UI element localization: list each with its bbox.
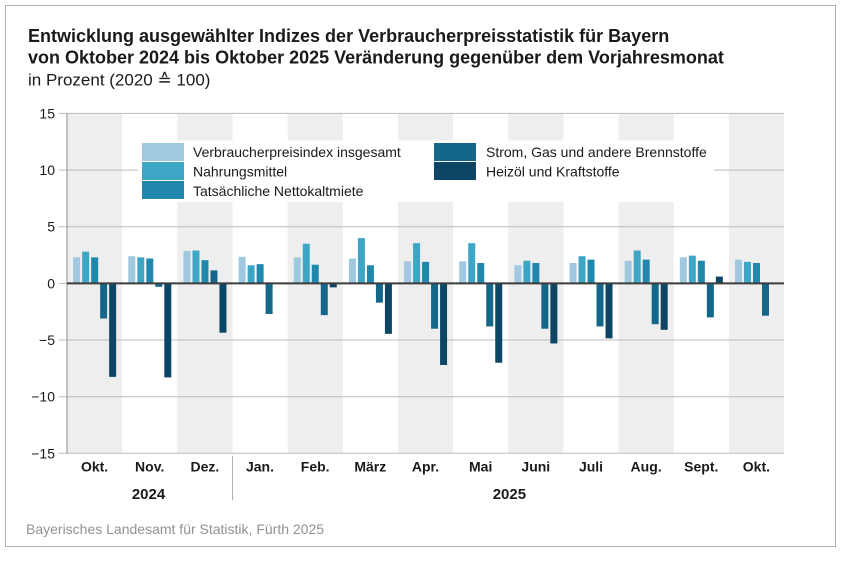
svg-text:März: März xyxy=(354,458,386,474)
svg-text:Apr.: Apr. xyxy=(412,458,439,474)
svg-text:Feb.: Feb. xyxy=(301,458,330,474)
svg-text:2025: 2025 xyxy=(493,486,526,503)
svg-text:Nahrungsmittel: Nahrungsmittel xyxy=(193,164,287,180)
svg-text:−15: −15 xyxy=(31,445,55,461)
svg-text:Juli: Juli xyxy=(579,458,603,474)
svg-text:−5: −5 xyxy=(39,332,55,348)
svg-text:Heizöl und Kraftstoffe: Heizöl und Kraftstoffe xyxy=(486,164,620,180)
svg-text:Okt.: Okt. xyxy=(81,458,108,474)
svg-text:Juni: Juni xyxy=(521,458,550,474)
svg-text:Sept.: Sept. xyxy=(684,458,718,474)
svg-text:15: 15 xyxy=(39,105,55,121)
svg-text:Nov.: Nov. xyxy=(135,458,164,474)
svg-text:in Prozent (2020 ≙ 100): in Prozent (2020 ≙ 100) xyxy=(28,71,210,90)
svg-text:Verbraucherpreisindex insgesam: Verbraucherpreisindex insgesamt xyxy=(193,144,401,160)
svg-text:0: 0 xyxy=(47,275,55,291)
svg-text:Entwicklung ausgewählter Indiz: Entwicklung ausgewählter Indizes der Ver… xyxy=(28,26,669,46)
svg-text:Mai: Mai xyxy=(469,458,492,474)
svg-text:2024: 2024 xyxy=(132,486,166,503)
svg-text:Dez.: Dez. xyxy=(191,458,220,474)
svg-text:Jan.: Jan. xyxy=(246,458,274,474)
svg-text:10: 10 xyxy=(39,162,55,178)
svg-text:Okt.: Okt. xyxy=(743,458,770,474)
svg-text:Aug.: Aug. xyxy=(631,458,662,474)
svg-text:Bayerisches Landesamt für Stat: Bayerisches Landesamt für Statistik, Für… xyxy=(26,521,324,537)
svg-text:Strom, Gas und andere Brennsto: Strom, Gas und andere Brennstoffe xyxy=(486,144,707,160)
svg-text:von Oktober 2024 bis Oktober 2: von Oktober 2024 bis Oktober 2025 Veränd… xyxy=(28,48,724,68)
svg-text:Tatsächliche Nettokaltmiete: Tatsächliche Nettokaltmiete xyxy=(193,183,364,199)
svg-text:5: 5 xyxy=(47,219,55,235)
svg-text:−10: −10 xyxy=(31,389,55,405)
